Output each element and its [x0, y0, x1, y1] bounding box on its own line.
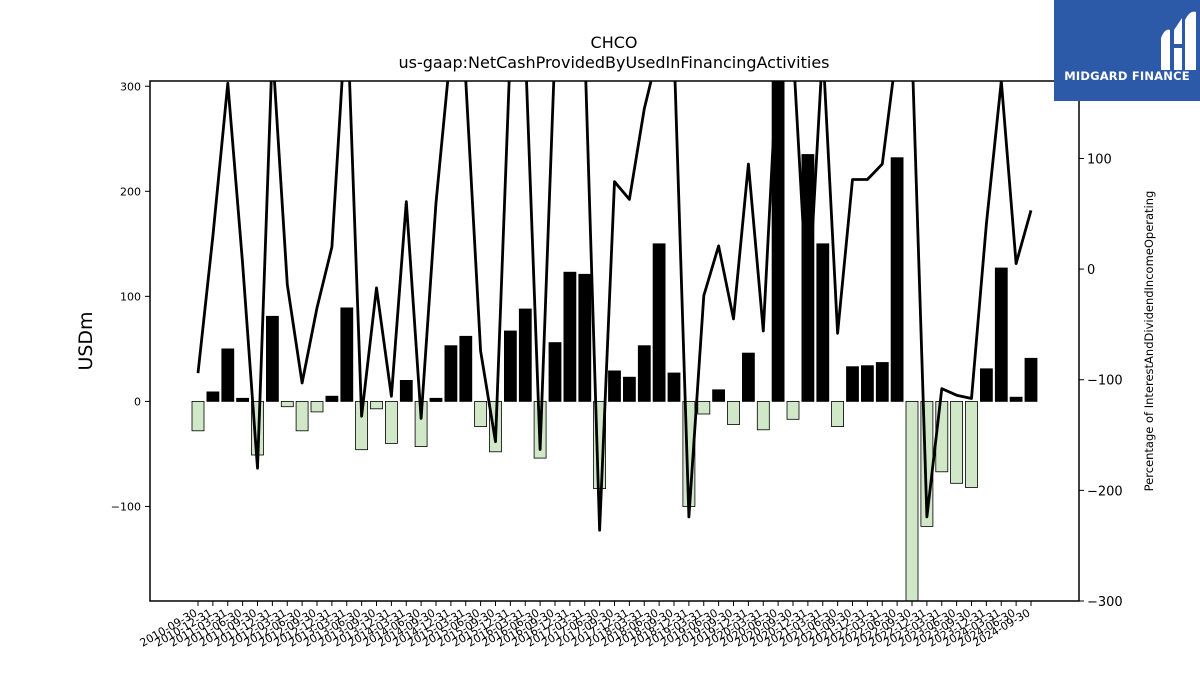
- y-tick-label: 100: [120, 290, 141, 303]
- bar-2021-03-31: [816, 243, 830, 402]
- bar-2022-09-30: [905, 400, 919, 601]
- bar-2019-12-31: [742, 352, 755, 402]
- bar-2024-09-30: [1024, 357, 1038, 402]
- bar-2020-03-31: [756, 400, 770, 431]
- bar-2012-03-31: [280, 400, 294, 408]
- bar-2017-12-31: [623, 376, 636, 402]
- bar-2010-12-31: [206, 391, 220, 402]
- line-series: [196, 81, 1033, 532]
- y-tick-label: −100: [111, 500, 141, 513]
- bar-2017-03-31: [578, 273, 592, 402]
- bar-series: [191, 81, 1038, 601]
- bar-2016-03-31: [518, 308, 532, 402]
- bar-2018-03-31: [637, 345, 651, 402]
- y2-axis-label: Percentage of InterestAndDividendIncomeO…: [1142, 191, 1156, 492]
- y2-tick-label: −300: [1087, 595, 1123, 610]
- company-logo: MIDGARD FINANCE: [1054, 0, 1200, 101]
- bar-2012-09-30: [310, 400, 324, 413]
- chart-title: CHCO: [591, 33, 638, 52]
- bar-2010-09-30: [191, 400, 205, 432]
- bar-2014-03-31: [399, 379, 413, 402]
- y-axis-label: USDm: [75, 311, 97, 370]
- bar-2018-06-30: [652, 243, 666, 402]
- bar-2018-09-30: [667, 372, 681, 402]
- y2-tick-label: 0: [1087, 263, 1095, 278]
- y-tick-label: 0: [134, 395, 141, 408]
- bar-2011-12-31: [265, 315, 279, 402]
- bar-2022-06-30: [890, 157, 904, 402]
- bar-2019-03-31: [697, 400, 711, 415]
- bar-2019-06-30: [712, 389, 725, 402]
- bar-2015-03-31: [459, 335, 473, 402]
- bar-2017-09-30: [608, 370, 621, 402]
- bar-2020-12-31: [801, 154, 815, 402]
- bar-2012-06-30: [295, 400, 309, 432]
- bar-2015-06-30: [474, 400, 488, 427]
- bar-2013-09-30: [370, 400, 383, 410]
- y2-tick-label: 100: [1087, 152, 1112, 167]
- bar-2012-12-31: [325, 395, 339, 402]
- chart-subtitle: us-gaap:NetCashProvidedByUsedInFinancing…: [398, 53, 829, 72]
- bar-2021-06-30: [831, 400, 844, 427]
- bar-2015-12-31: [503, 330, 517, 402]
- bar-2023-09-30: [965, 400, 978, 488]
- y-tick-label: 200: [120, 185, 141, 198]
- bar-2020-09-30: [786, 400, 800, 420]
- bar-2013-12-31: [384, 400, 398, 444]
- y-tick-label: 300: [120, 80, 141, 93]
- bar-2024-06-30: [1009, 396, 1023, 402]
- bar-2022-03-31: [875, 362, 889, 402]
- bar-2023-12-31: [980, 368, 993, 402]
- bar-2021-09-30: [846, 366, 859, 402]
- bar-2011-03-31: [221, 348, 235, 402]
- logo-text: MIDGARD FINANCE: [1064, 69, 1190, 83]
- bar-2011-06-30: [236, 397, 250, 402]
- line-path: [196, 81, 1033, 532]
- bar-2014-09-30: [429, 397, 443, 402]
- y-axis: −100 0 100 200 300: [111, 80, 150, 513]
- bar-2016-09-30: [548, 342, 562, 402]
- bar-2013-03-31: [340, 307, 354, 402]
- bar-2016-12-31: [563, 271, 577, 402]
- y2-tick-label: −200: [1087, 484, 1123, 499]
- bar-2023-06-30: [950, 400, 963, 484]
- midgard-logo-icon: [1161, 11, 1196, 70]
- bar-2024-03-31: [994, 267, 1008, 402]
- x-axis: 2010-09-302010-12-312011-03-312011-06-30…: [138, 601, 1033, 650]
- bar-2019-09-30: [727, 400, 740, 425]
- y2-axis: −300 −200 −100 0 100: [1079, 152, 1123, 610]
- plot-frame: [149, 80, 1080, 602]
- bar-2021-12-31: [861, 365, 874, 402]
- bar-2014-12-31: [444, 345, 458, 402]
- y2-tick-label: −100: [1087, 374, 1123, 389]
- bar-2020-06-30: [771, 81, 785, 402]
